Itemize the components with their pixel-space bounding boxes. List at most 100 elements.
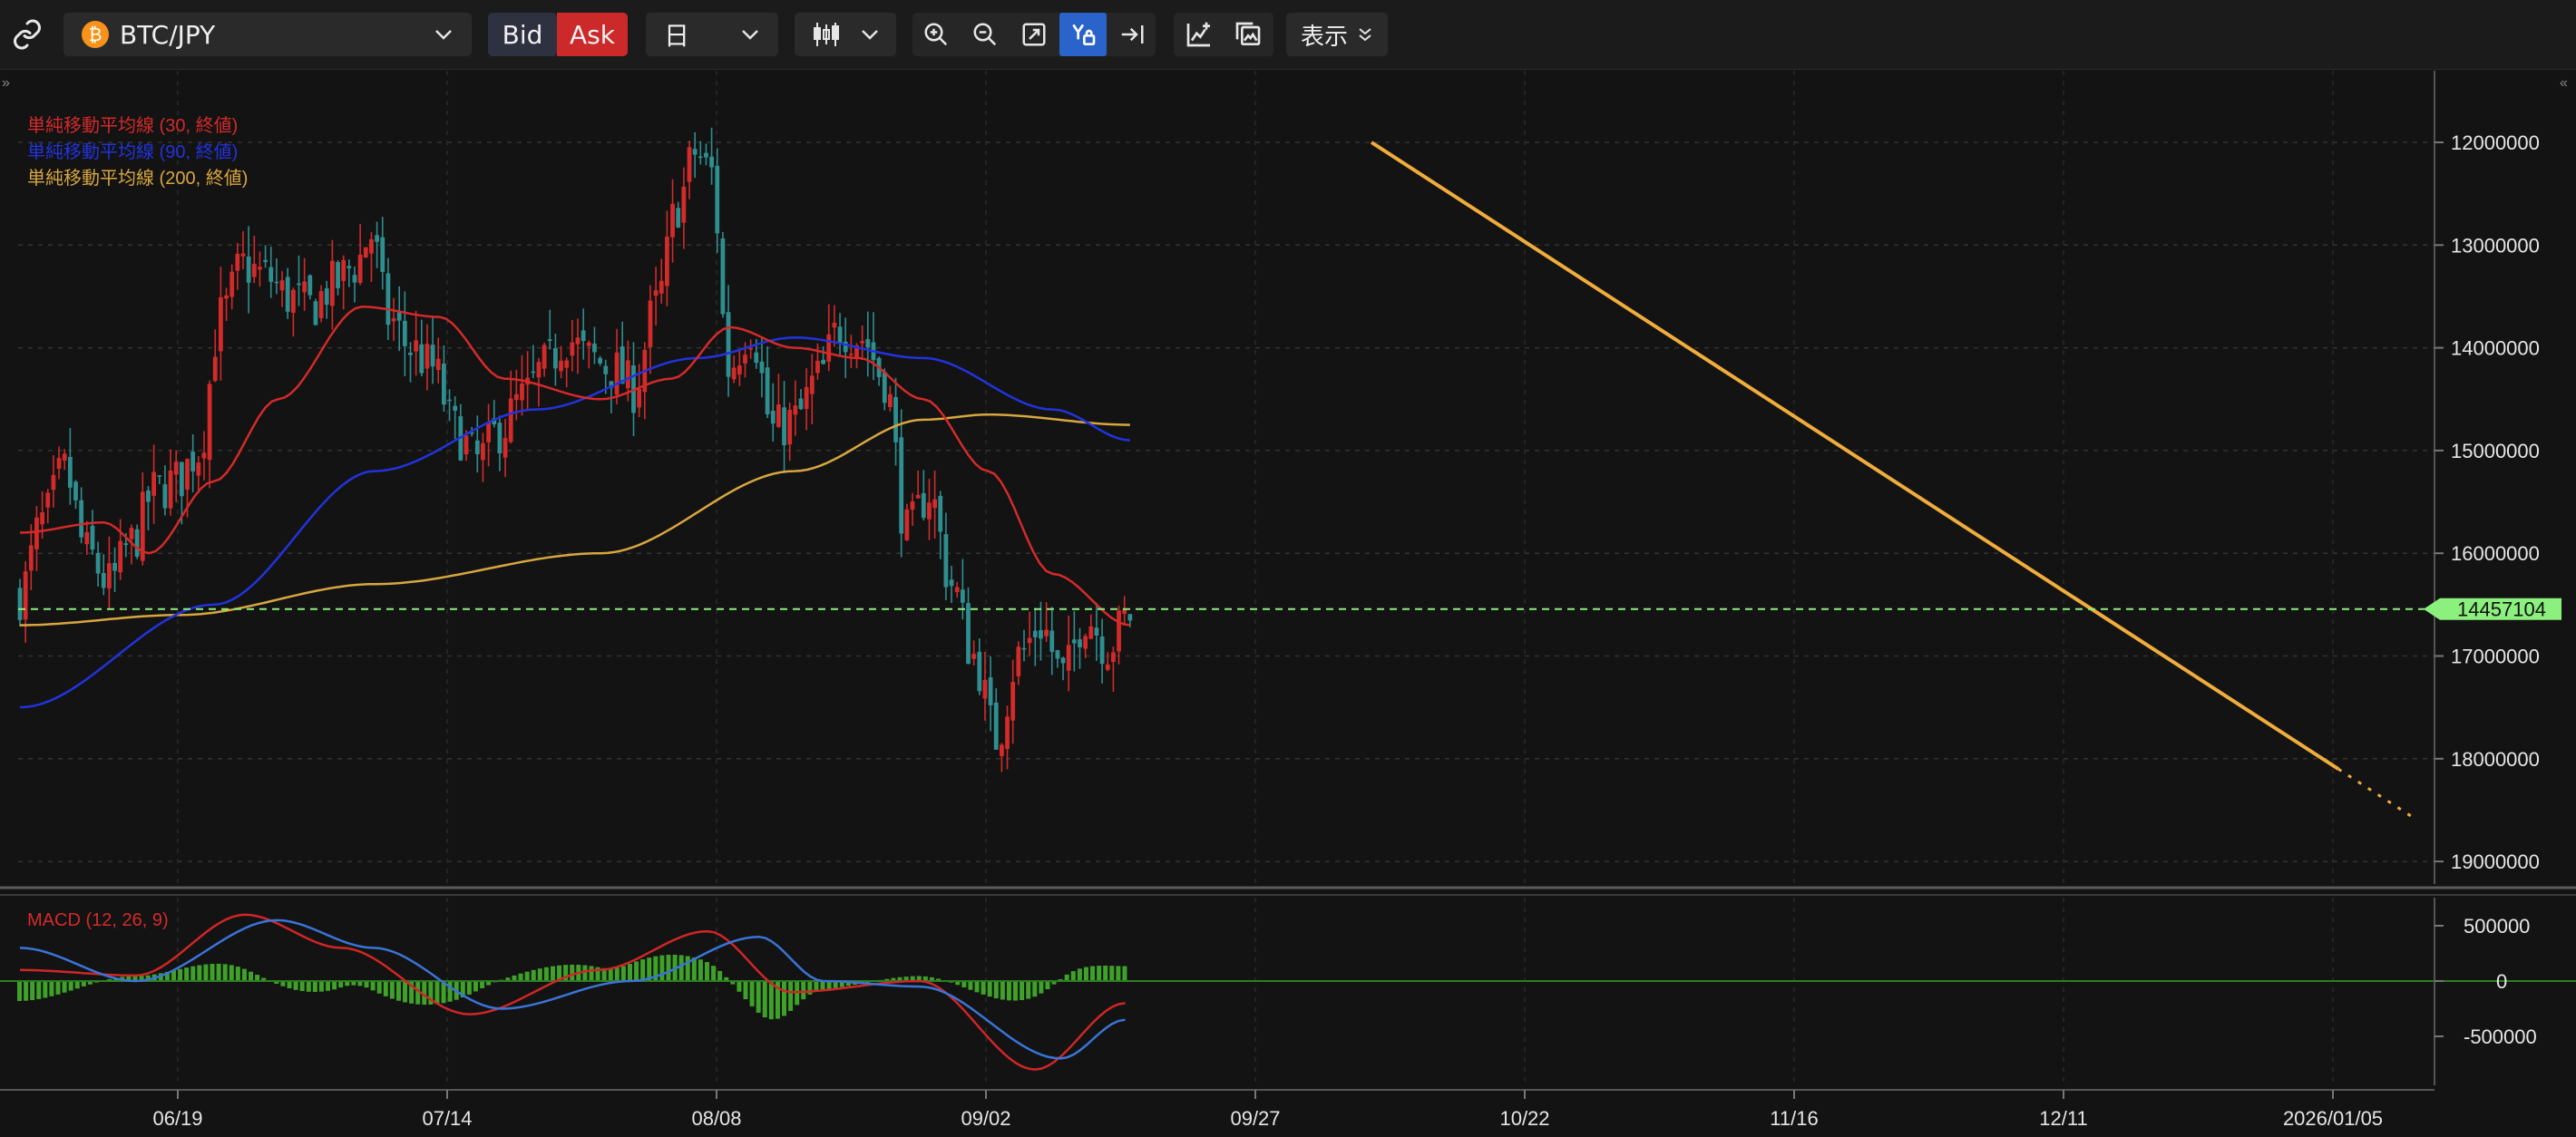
- histogram-bar: [550, 966, 555, 981]
- timeframe-selector[interactable]: 日: [646, 13, 778, 56]
- histogram-bar: [255, 975, 260, 981]
- histogram-bar: [833, 981, 838, 988]
- histogram-bar: [274, 981, 279, 985]
- candle: [268, 247, 274, 298]
- auto-scale-icon[interactable]: [1059, 13, 1107, 56]
- candle: [1010, 659, 1016, 744]
- expand-right-icon[interactable]: «: [2560, 75, 2568, 91]
- candle: [899, 409, 904, 558]
- candle: [274, 258, 279, 295]
- histogram-bar: [312, 981, 317, 993]
- histogram-bar: [801, 981, 806, 1000]
- time-tick-label: 11/16: [1770, 1107, 1818, 1130]
- candle: [876, 356, 882, 386]
- sma90-legend: 単純移動平均線 (90, 終値): [27, 141, 238, 162]
- histogram-bar: [370, 981, 376, 991]
- candle: [486, 403, 491, 467]
- candle: [809, 354, 815, 425]
- histogram-bar: [184, 967, 190, 981]
- histogram-bar: [839, 981, 844, 987]
- bid-button[interactable]: Bid: [488, 13, 557, 56]
- candle: [23, 560, 28, 643]
- candle: [129, 524, 134, 565]
- candle: [770, 383, 776, 442]
- fit-screen-icon[interactable]: [1010, 13, 1058, 56]
- candle: [704, 143, 708, 166]
- histogram-bar: [595, 967, 600, 981]
- ask-button[interactable]: Ask: [557, 13, 628, 56]
- histogram-bar: [434, 981, 440, 1005]
- candle: [101, 554, 106, 596]
- chart-area[interactable]: 19000000 18000000 17000000 16000000 15000000…: [0, 69, 2576, 1133]
- time-tick-label: 12/11: [2039, 1107, 2087, 1130]
- candle: [1088, 614, 1094, 640]
- histogram-bar: [512, 975, 517, 981]
- histogram-bar: [1058, 978, 1063, 981]
- macd-axis[interactable]: 500000 0 -500000: [2434, 898, 2537, 1085]
- candle: [837, 313, 843, 356]
- histogram-bar: [1077, 968, 1082, 981]
- chart-type-selector[interactable]: [795, 13, 896, 56]
- candle: [67, 428, 73, 505]
- histogram-bar: [698, 959, 703, 981]
- candle: [653, 267, 659, 326]
- histogram-bar: [139, 976, 144, 981]
- zoom-out-icon[interactable]: [961, 13, 1009, 56]
- candlestick-series: [17, 127, 1133, 773]
- candle: [848, 335, 854, 369]
- time-tick-label: 09/27: [1230, 1107, 1280, 1130]
- price-chart[interactable]: 19000000 18000000 17000000 16000000 15000000…: [0, 69, 2576, 1133]
- price-axis[interactable]: 19000000 18000000 17000000 16000000 15000000…: [2434, 71, 2540, 884]
- histogram-bar: [62, 981, 67, 993]
- histogram-bar: [1032, 981, 1038, 997]
- histogram-bar: [1026, 981, 1031, 999]
- histogram-bar: [43, 981, 48, 998]
- link-icon[interactable]: [4, 13, 51, 56]
- candle: [380, 217, 385, 290]
- histogram-bar: [775, 981, 780, 1019]
- scroll-to-latest-icon[interactable]: [1108, 13, 1156, 56]
- histogram-bar: [357, 981, 363, 986]
- candle: [151, 444, 156, 524]
- signal-line: [19, 913, 1126, 1071]
- histogram-bar: [36, 981, 42, 999]
- histogram-bar: [293, 981, 298, 990]
- add-indicator-icon[interactable]: [1176, 13, 1223, 56]
- candle: [536, 357, 542, 407]
- candle: [341, 255, 346, 310]
- zoom-in-icon[interactable]: [912, 13, 960, 56]
- symbol-selector[interactable]: ₿ BTC/JPY: [63, 13, 472, 56]
- trend-line[interactable]: [1370, 141, 2340, 771]
- macd-tick-label: 500000: [2464, 915, 2530, 938]
- histogram-bar: [1090, 966, 1096, 981]
- candle: [1005, 705, 1010, 770]
- candle: [698, 141, 703, 165]
- candle: [966, 587, 971, 665]
- histogram-bar: [653, 956, 659, 981]
- bitcoin-icon: ₿: [82, 21, 109, 48]
- expand-left-icon[interactable]: »: [2, 75, 10, 91]
- histogram-bar: [235, 967, 240, 981]
- histogram-bar: [441, 981, 446, 1004]
- histogram-bar: [81, 981, 86, 986]
- time-axis[interactable]: 06/19 07/14 08/08 09/02 09/27 10/22 11/16 12/11…: [152, 1090, 2383, 1130]
- screenshot-icon[interactable]: [1225, 13, 1272, 56]
- candle: [564, 357, 570, 388]
- candle: [1071, 611, 1077, 672]
- histogram-bar: [685, 956, 690, 981]
- histogram-bar: [929, 977, 934, 981]
- candle: [375, 221, 379, 268]
- candle: [865, 311, 871, 377]
- histogram-bar: [678, 955, 684, 981]
- histogram-bar: [730, 981, 736, 985]
- candle: [369, 231, 374, 283]
- display-menu[interactable]: 表示: [1286, 13, 1388, 56]
- histogram-bar: [691, 957, 697, 981]
- candle: [453, 396, 458, 440]
- candle: [731, 355, 737, 384]
- candle: [1016, 641, 1021, 685]
- svg-text:«: «: [2560, 75, 2568, 91]
- candle: [168, 449, 173, 516]
- histogram-bar: [807, 981, 813, 995]
- candle: [1083, 633, 1088, 658]
